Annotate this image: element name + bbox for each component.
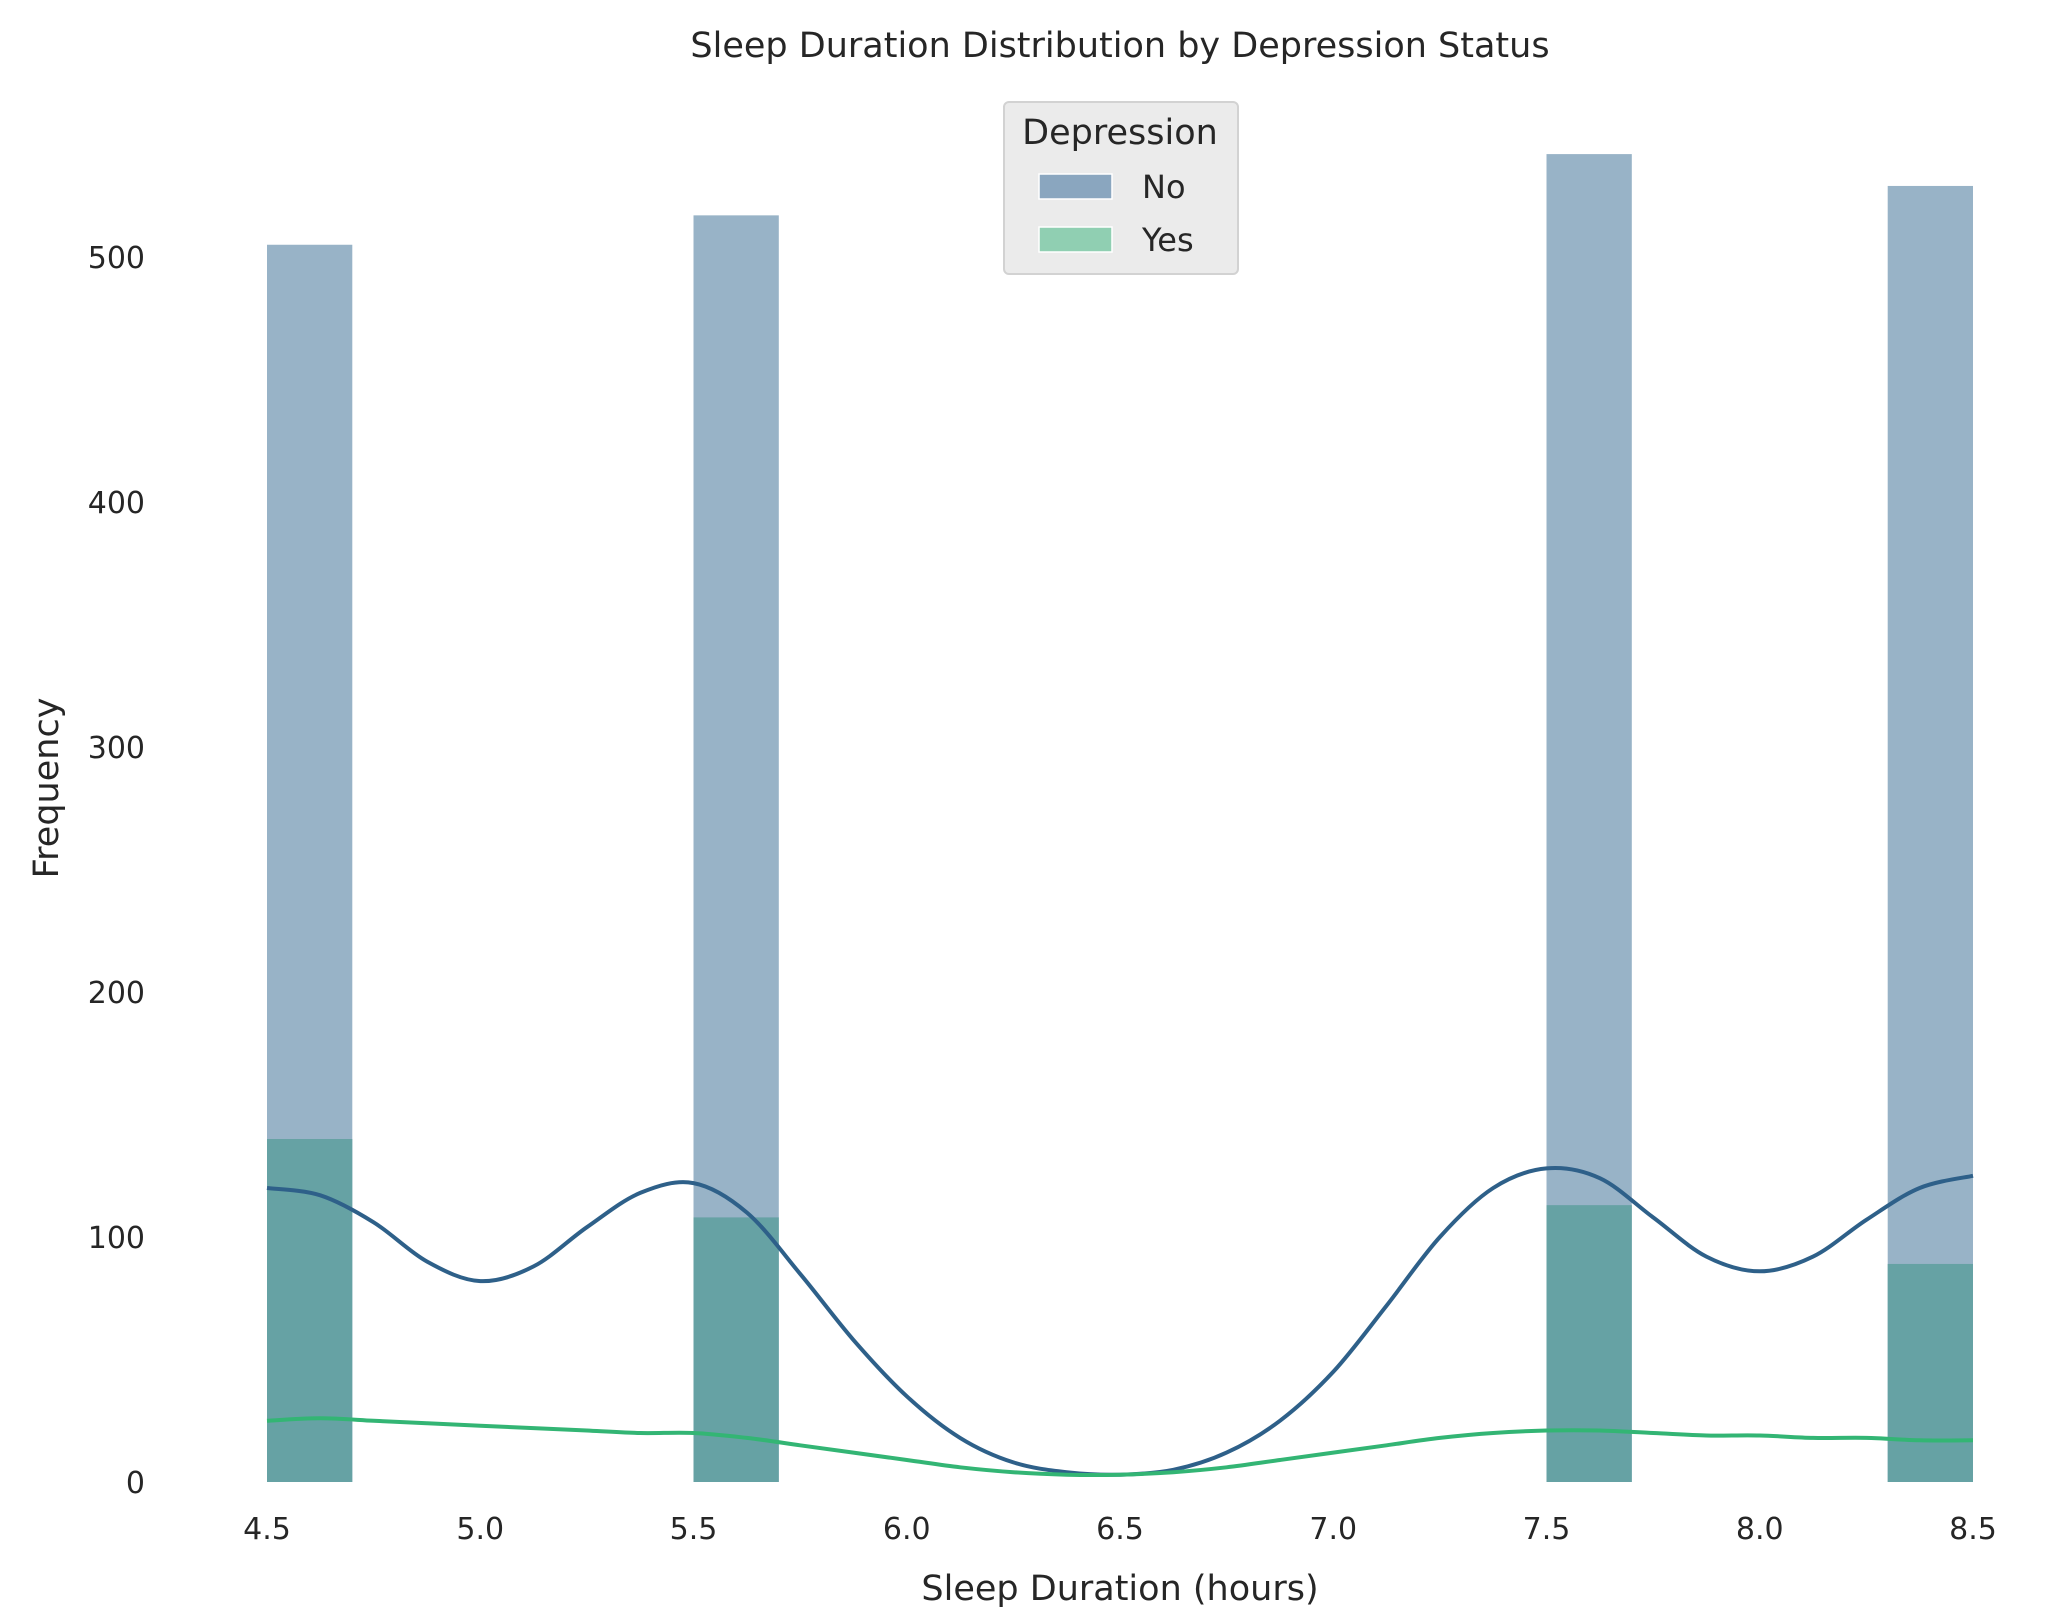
- x-axis-label: Sleep Duration (hours): [921, 1569, 1318, 1609]
- x-axis-ticks: 4.5 5.0 5.5 6.0 6.5 7.0 7.5 8.0 8.5: [243, 1512, 1997, 1547]
- x-tick-label-8: 8.5: [1949, 1512, 1997, 1547]
- x-tick-label-1: 5.0: [456, 1512, 504, 1547]
- legend-label-yes: Yes: [1141, 221, 1194, 259]
- legend: Depression No Yes: [1003, 101, 1239, 275]
- chart-title: Sleep Duration Distribution by Depressio…: [690, 26, 1549, 66]
- y-tick-label-0: 0: [126, 1466, 145, 1501]
- y-tick-label-3: 300: [88, 731, 145, 766]
- kde-line-yes: [266, 1416, 1974, 1477]
- x-tick-label-7: 8.0: [1736, 1512, 1784, 1547]
- y-tick-label-4: 400: [88, 486, 145, 521]
- y-axis-label: Frequency: [27, 698, 67, 879]
- x-tick-label-6: 7.5: [1523, 1512, 1571, 1547]
- bar-yes-0: [267, 1139, 353, 1482]
- bar-yes-2: [1546, 1205, 1632, 1482]
- y-tick-label-2: 200: [88, 976, 145, 1011]
- x-tick-label-4: 6.5: [1096, 1512, 1144, 1547]
- bar-yes-3: [1887, 1263, 1973, 1482]
- x-tick-label-3: 6.0: [883, 1512, 931, 1547]
- legend-patch-no: [1038, 173, 1113, 200]
- x-tick-label-0: 4.5: [243, 1512, 291, 1547]
- legend-patch-yes: [1038, 226, 1113, 253]
- y-axis-ticks: 0 100 200 300 400 500: [88, 241, 145, 1501]
- x-tick-label-2: 5.5: [670, 1512, 718, 1547]
- x-tick-label-5: 7.0: [1309, 1512, 1357, 1547]
- kde-layer: [266, 1166, 1974, 1477]
- legend-label-no: No: [1142, 168, 1186, 206]
- y-tick-label-1: 100: [88, 1221, 145, 1256]
- legend-title: Depression: [1022, 113, 1218, 153]
- bars-layer: [267, 154, 1973, 1483]
- y-tick-label-5: 500: [88, 241, 145, 276]
